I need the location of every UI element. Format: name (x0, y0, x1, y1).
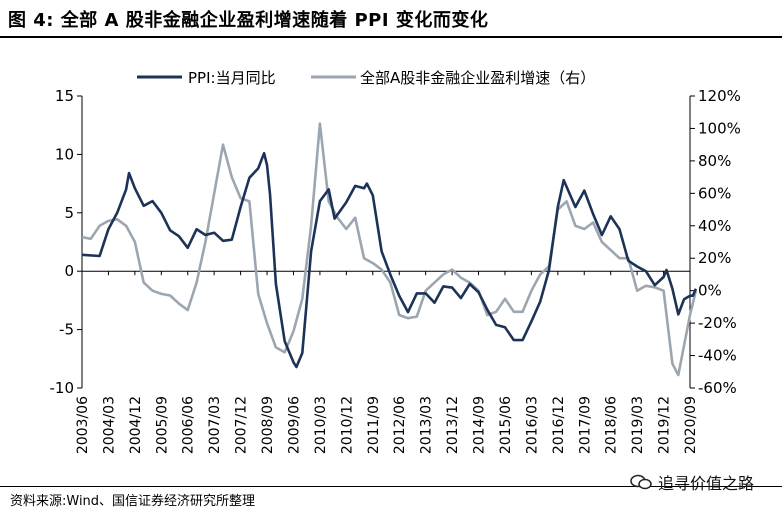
x-tick-label: 2004/12 (128, 396, 144, 454)
x-tick-label: 2004/03 (101, 396, 117, 454)
source-note: 资料来源:Wind、国信证券经济研究所整理 (10, 494, 256, 509)
legend: PPI:当月同比 全部A股非金融企业盈利增速（右） (137, 69, 595, 87)
y-left-tick-label: 15 (55, 87, 74, 105)
x-tick-label: 2008/09 (260, 396, 276, 454)
watermark-text: 追寻价值之路 (657, 474, 754, 493)
x-tick-label: 2010/12 (339, 396, 355, 454)
x-tick-label: 2003/06 (75, 396, 91, 454)
y-right-tick-label: 40% (698, 217, 731, 235)
x-tick-label: 2005/09 (154, 396, 170, 454)
y-left-tick-label: 0 (64, 262, 74, 280)
legend-ppi-label: PPI:当月同比 (188, 69, 276, 87)
x-tick-label: 2020/09 (683, 396, 699, 454)
y-right-tick-label: 80% (698, 152, 731, 170)
y-left-tick-label: 10 (55, 145, 74, 163)
y-right-tick-label: 120% (698, 87, 741, 105)
legend-profit-label: 全部A股非金融企业盈利增速（右） (360, 69, 595, 87)
x-tick-label: 2010/03 (313, 396, 329, 454)
wechat-icon (630, 474, 652, 490)
series-lines (81, 122, 698, 377)
x-tick-label: 2017/09 (577, 396, 593, 454)
y-right-tick-label: -40% (698, 347, 737, 365)
y-right-tick-label: 100% (698, 119, 741, 137)
x-tick-label: 2007/12 (234, 396, 250, 454)
y-right-tick-label: 0% (698, 282, 722, 300)
y-left-tick-label: -5 (59, 321, 74, 339)
series-line-profit (81, 122, 698, 377)
source-divider (0, 486, 782, 487)
watermark: 追寻价值之路 (630, 470, 754, 494)
y-right-tick-label: 20% (698, 249, 731, 267)
x-tick-label: 2011/09 (366, 396, 382, 454)
chart-title: 图 4: 全部 A 股非金融企业盈利增速随着 PPI 变化而变化 (8, 10, 489, 31)
x-tick-label: 2013/12 (445, 396, 461, 454)
x-tick-label: 2019/03 (630, 396, 646, 454)
axes: 15 10 5 0 -5 -10 120% 100% 80% 60% 40% 20% 0% -20% -40… (50, 87, 741, 454)
y-right-tick-label: -60% (698, 379, 737, 397)
y-right-tick-label: -20% (698, 314, 737, 332)
x-tick-label: 2018/06 (604, 396, 620, 454)
x-tick-label: 2015/06 (498, 396, 514, 454)
x-tick-label: 2019/12 (657, 396, 673, 454)
x-tick-label: 2006/06 (181, 396, 197, 454)
x-tick-label: 2016/03 (524, 396, 540, 454)
y-right-tick-label: 60% (698, 184, 731, 202)
title-divider (0, 36, 782, 38)
x-tick-label: 2007/03 (207, 396, 223, 454)
x-tick-label: 2012/06 (392, 396, 408, 454)
x-tick-label: 2016/12 (551, 396, 567, 454)
x-tick-label: 2014/09 (472, 396, 488, 454)
series-line-ppi (81, 151, 698, 369)
y-left-tick-label: -10 (50, 379, 75, 397)
x-tick-label: 2013/03 (419, 396, 435, 454)
x-tick-label: 2009/06 (286, 396, 302, 454)
y-left-tick-label: 5 (64, 204, 74, 222)
